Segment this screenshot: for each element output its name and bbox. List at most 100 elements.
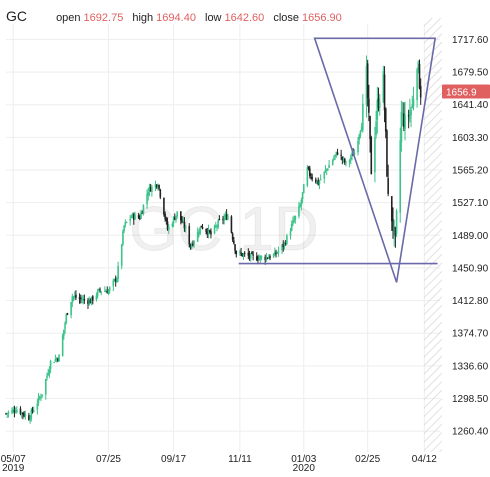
candle-body [224, 214, 227, 218]
candle-body [231, 233, 234, 240]
candle-body [14, 412, 17, 414]
x-tick-label: 09/17 [161, 454, 186, 465]
candle-body [49, 360, 52, 369]
y-tick-label: 1374.70 [452, 329, 489, 340]
open-value: 1692.75 [83, 12, 124, 24]
close-label: close [273, 12, 300, 24]
candle-body [251, 252, 253, 254]
candle-body [257, 259, 259, 261]
candle-body [249, 253, 252, 259]
candle-body [98, 288, 100, 291]
candle-body [12, 409, 15, 411]
candle-body [29, 418, 31, 421]
candle-body [106, 290, 109, 294]
candle-body [360, 126, 363, 132]
candle-body [41, 394, 43, 396]
candle-body [71, 296, 74, 303]
candle-body [214, 225, 217, 227]
low-label: low [205, 12, 222, 24]
candle-body [199, 227, 201, 235]
grid [6, 24, 440, 452]
candle-body [104, 290, 106, 292]
candle-body [213, 225, 216, 234]
candle-body [233, 240, 235, 244]
candle-body [181, 219, 183, 223]
y-tick-label: 1450.90 [452, 263, 489, 274]
candle-body [198, 232, 200, 234]
candle-body [217, 220, 219, 228]
candle-body [387, 178, 389, 195]
candle-body [183, 221, 186, 229]
candle-body [167, 226, 170, 230]
candle-body [225, 214, 228, 220]
candle-body [375, 121, 377, 135]
candle-body [206, 231, 209, 235]
low-value: 1642.60 [224, 12, 265, 24]
candle-body [175, 215, 177, 221]
candle-body [201, 227, 204, 229]
candle-body [184, 226, 187, 229]
candle-body [331, 160, 334, 165]
candle-body [154, 184, 157, 188]
candle-body [243, 252, 246, 254]
candle-body [401, 112, 404, 115]
candle-body [315, 179, 317, 183]
y-tick-label: 1565.20 [452, 166, 489, 177]
candle-body [416, 69, 418, 101]
candle-body [53, 362, 56, 364]
candle-body [384, 108, 387, 132]
candle-body [275, 252, 277, 255]
candle-body [353, 152, 356, 155]
candle-body [366, 63, 369, 98]
candle-body [258, 257, 260, 261]
x-tick-sublabel: 2020 [293, 463, 316, 474]
candle-body [7, 411, 10, 414]
x-tick-label: 11/11 [228, 454, 252, 465]
candle-body [137, 215, 140, 218]
candle-body [140, 212, 142, 219]
candle-body [122, 231, 124, 245]
candle-body [417, 61, 420, 72]
candle-body [66, 313, 69, 315]
triangle-drawing[interactable] [313, 37, 437, 283]
candle-body [400, 112, 403, 143]
candle-body [131, 213, 134, 218]
candle-body [113, 279, 116, 281]
candle-body [374, 137, 376, 173]
candle-body [120, 244, 123, 266]
candle-body [369, 116, 371, 140]
candle-body [96, 290, 99, 297]
candle-body [411, 104, 414, 108]
candle-body [328, 164, 330, 168]
candle-body [47, 373, 49, 375]
x-tick-label: 07/25 [96, 454, 121, 465]
y-tick-label: 1641.40 [452, 100, 489, 111]
candle-body [130, 216, 133, 218]
x-tick-label: 05/07 [1, 454, 26, 465]
drawings[interactable] [238, 37, 438, 283]
candle-body [207, 229, 210, 235]
candle-body [340, 154, 342, 156]
candle-body [276, 252, 279, 254]
y-tick-label: 1527.10 [452, 198, 489, 209]
candle-body [75, 294, 77, 298]
candle-body [290, 223, 293, 231]
candle-body [259, 255, 262, 259]
candle-body [418, 64, 421, 89]
candle-body [40, 397, 42, 399]
candle-body [151, 186, 153, 192]
candle-body [298, 206, 300, 217]
candle-body [87, 300, 89, 304]
candle-body [36, 403, 39, 410]
candle-body [412, 98, 415, 107]
candle-body [368, 98, 370, 113]
candle-body [189, 244, 192, 248]
candle-body [11, 409, 13, 413]
candle-body [316, 180, 318, 184]
candle-body [180, 211, 182, 221]
candle-body [155, 184, 158, 188]
candle-body [289, 231, 292, 236]
candle-body [81, 300, 83, 302]
candle-body [349, 157, 352, 160]
